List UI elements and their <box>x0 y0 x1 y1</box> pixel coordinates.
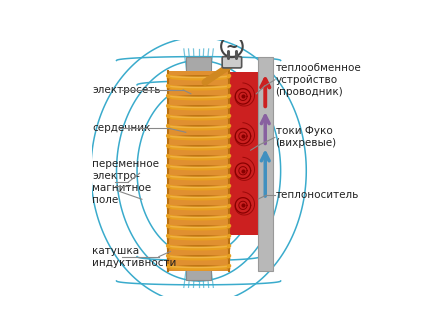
Bar <box>168 71 229 271</box>
Text: теплоноситель: теплоноситель <box>276 190 359 200</box>
Text: переменное
электро-
магнитное
поле: переменное электро- магнитное поле <box>92 159 159 205</box>
Bar <box>229 72 258 235</box>
Bar <box>186 57 212 280</box>
Text: ~: ~ <box>226 40 238 55</box>
Text: сердечник: сердечник <box>92 124 150 134</box>
Bar <box>258 57 273 271</box>
Text: катушка
индуктивности: катушка индуктивности <box>92 246 177 268</box>
FancyBboxPatch shape <box>222 57 242 68</box>
Text: электросеть: электросеть <box>92 85 161 95</box>
Text: токи Фуко
(вихревые): токи Фуко (вихревые) <box>276 127 337 149</box>
Text: теплообменное
устройство
(проводник): теплообменное устройство (проводник) <box>276 63 361 97</box>
